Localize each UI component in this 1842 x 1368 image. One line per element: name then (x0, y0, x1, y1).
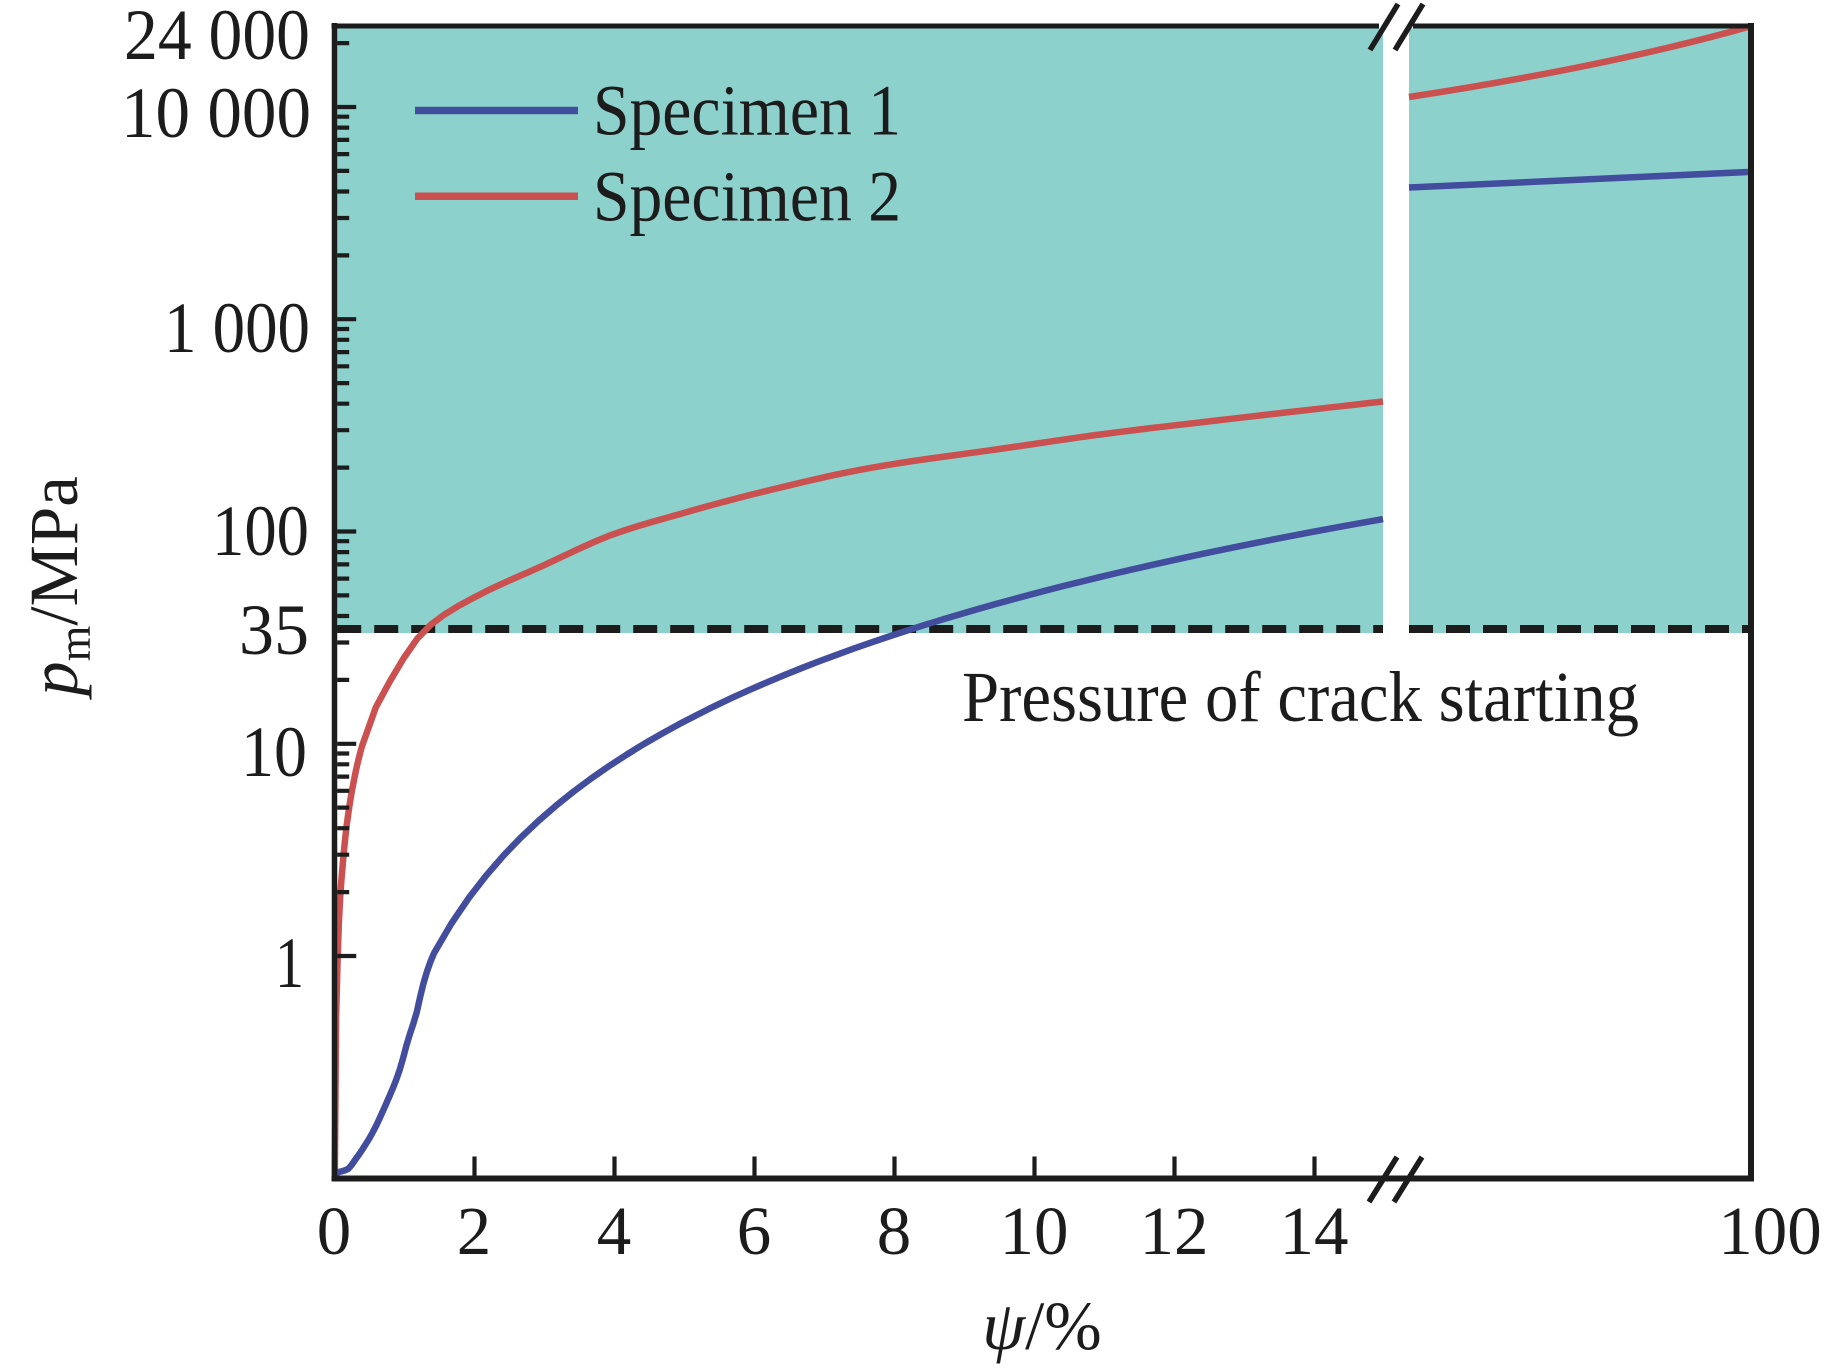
svg-text:14: 14 (1280, 1193, 1349, 1269)
svg-text:ψ/%: ψ/% (982, 1288, 1102, 1364)
svg-text:12: 12 (1140, 1193, 1209, 1269)
svg-text:1: 1 (275, 923, 304, 1003)
svg-text:Pressure of crack starting: Pressure of crack starting (962, 657, 1639, 737)
svg-text:Specimen 1: Specimen 1 (593, 71, 901, 151)
svg-text:4: 4 (597, 1193, 632, 1269)
svg-text:35: 35 (239, 590, 309, 670)
svg-text:2: 2 (457, 1193, 492, 1269)
svg-text:100: 100 (1718, 1193, 1822, 1269)
svg-text:24 000: 24 000 (124, 0, 310, 75)
svg-text:6: 6 (737, 1193, 772, 1269)
svg-text:0: 0 (317, 1193, 352, 1269)
svg-text:10: 10 (1000, 1193, 1069, 1269)
svg-text:Specimen 2: Specimen 2 (593, 156, 901, 236)
svg-text:8: 8 (877, 1193, 912, 1269)
svg-text:10 000: 10 000 (121, 73, 311, 153)
svg-text:1 000: 1 000 (164, 288, 310, 368)
svg-text:pm/MPa: pm/MPa (16, 476, 100, 701)
svg-text:100: 100 (212, 491, 309, 571)
svg-text:10: 10 (241, 712, 307, 792)
